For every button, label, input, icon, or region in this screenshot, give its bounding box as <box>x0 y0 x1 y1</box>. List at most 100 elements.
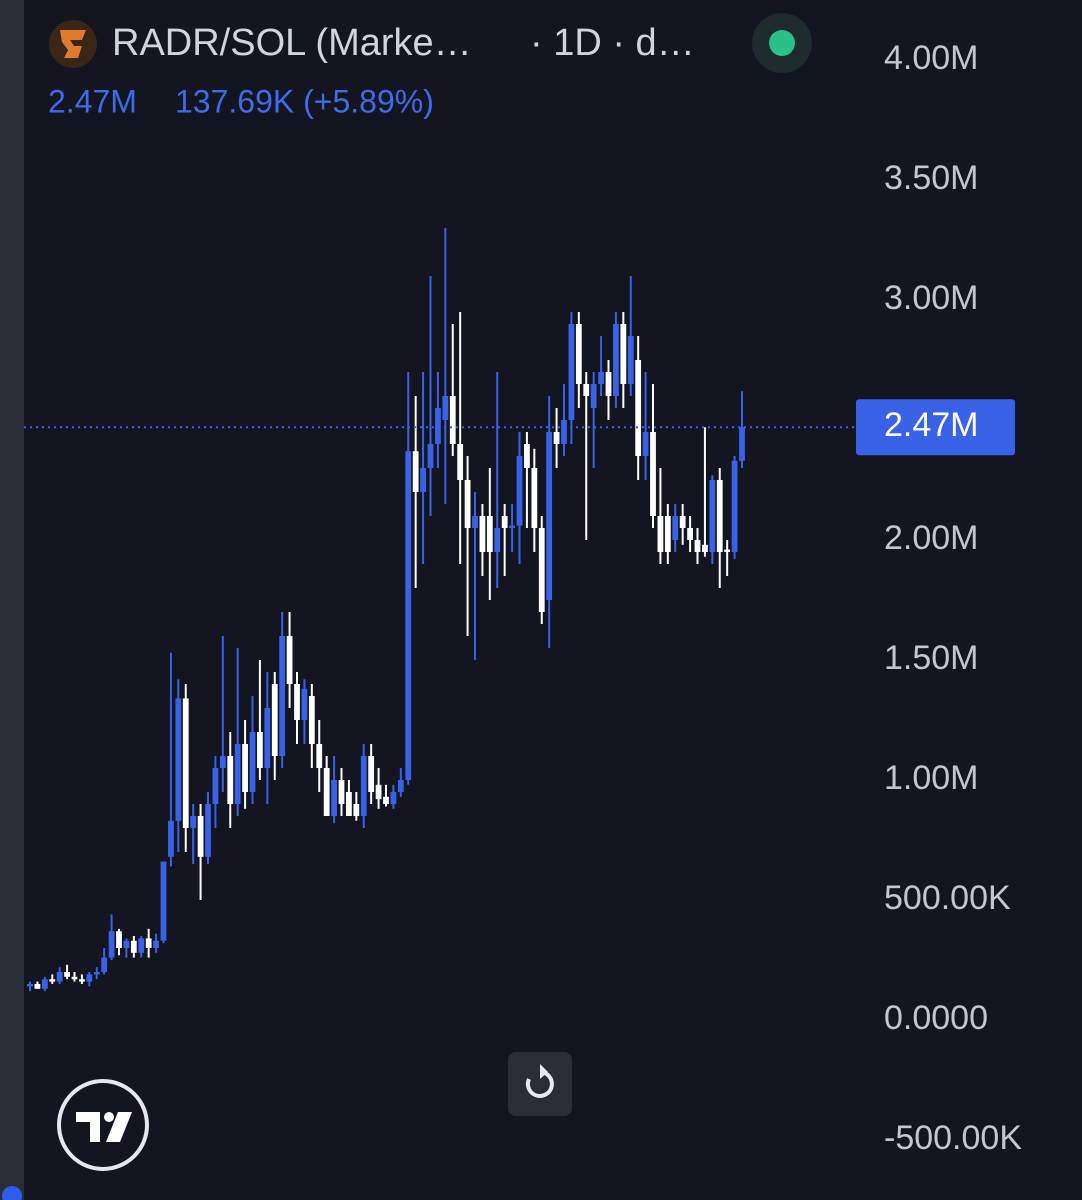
candle-body <box>739 427 745 461</box>
candle-body <box>435 408 441 444</box>
logo-glyph <box>60 30 86 58</box>
candle-body <box>49 979 56 982</box>
candle-body <box>34 984 41 989</box>
candle-body <box>323 768 330 816</box>
candle-body <box>175 698 182 821</box>
reset-arrow <box>540 1064 548 1079</box>
candle-body <box>635 360 642 456</box>
y-tick-label: 1.00M <box>884 759 979 797</box>
candle-body <box>316 744 323 768</box>
candle-body <box>41 979 48 989</box>
y-tick-label: 500.00K <box>884 879 1011 917</box>
candle-body <box>420 468 426 492</box>
candle-body <box>71 976 78 980</box>
candle-body <box>464 480 471 528</box>
candle-body <box>546 432 553 600</box>
candle-body <box>486 516 493 552</box>
candle-body <box>383 796 389 804</box>
candle-body <box>234 744 241 804</box>
candle-body <box>650 432 656 516</box>
candle-body <box>79 979 85 982</box>
y-tick-label: 3.00M <box>884 279 979 317</box>
symbol-logo <box>49 20 97 68</box>
candle-body <box>279 636 286 756</box>
candle-body <box>271 684 278 756</box>
candle-body <box>212 768 219 804</box>
candle-body <box>709 480 716 552</box>
candle-body <box>731 460 738 552</box>
plot-area: 4.00M 3.50M 3.00M 2.00M 1.50M 1.00M 500.00K 0.0… <box>24 39 1022 1157</box>
reset-arc <box>525 1070 554 1098</box>
candle-body <box>168 820 174 857</box>
candle-body <box>227 756 234 804</box>
candle-body <box>590 384 597 408</box>
candle-body <box>613 324 619 396</box>
candle-body <box>375 784 382 800</box>
logo-v <box>106 1112 132 1142</box>
candle-body <box>257 732 263 768</box>
y-tick-label: 2.00M <box>884 519 979 557</box>
tradingview-logo[interactable] <box>57 1079 149 1171</box>
candle-body <box>672 516 679 540</box>
candle-body <box>405 451 412 780</box>
candle-body <box>219 756 226 768</box>
candle-body <box>457 444 464 480</box>
candle-body <box>716 480 723 552</box>
candle-body <box>197 816 204 857</box>
candle-body <box>657 516 664 552</box>
candle-body <box>64 972 70 977</box>
candle-body <box>160 861 167 941</box>
logo-circle <box>49 20 97 68</box>
candle-body <box>472 516 478 528</box>
candle-body <box>531 468 538 528</box>
candle-body <box>86 974 93 982</box>
candle-body <box>130 940 137 953</box>
candle-body <box>145 938 152 948</box>
candle-body <box>642 432 649 456</box>
candle-body <box>56 972 63 982</box>
candle-body <box>308 696 315 744</box>
candle-body <box>286 636 293 684</box>
reset-button[interactable] <box>508 1052 572 1116</box>
candle-body <box>501 516 508 528</box>
candle-body <box>449 396 456 444</box>
candle-body <box>620 324 627 384</box>
candle-body <box>509 525 515 528</box>
candle-body <box>538 528 545 612</box>
y-tick-label: 3.50M <box>884 159 979 197</box>
candle-body <box>368 756 375 792</box>
last-price-box <box>856 399 1015 456</box>
candle-body <box>294 684 300 720</box>
candle-body <box>101 957 108 972</box>
candle-body <box>694 540 701 552</box>
symbol-title: RADR/SOL (Marke… <box>112 22 472 64</box>
candle-body <box>702 544 708 552</box>
y-tick-label: 0.0000 <box>884 999 988 1037</box>
candle-body <box>249 732 256 792</box>
candle-body <box>664 516 671 552</box>
candle-body <box>138 938 145 953</box>
candle-body <box>687 528 693 540</box>
candle-body <box>353 804 360 816</box>
legend-change: 137.69K (+5.89%) <box>175 83 434 119</box>
legend-value: 2.47M <box>48 83 137 119</box>
candle-body <box>561 420 567 444</box>
logo-t <box>76 1112 100 1142</box>
candle-body <box>568 324 575 420</box>
candle-body <box>516 456 523 526</box>
candle-body <box>331 780 337 816</box>
logo-ring <box>57 1079 149 1171</box>
candle-body <box>598 372 604 384</box>
last-price-label: 2.47M <box>884 406 979 444</box>
candle-body <box>346 792 352 816</box>
reset-bg[interactable] <box>508 1052 572 1116</box>
candle-body <box>412 451 419 492</box>
y-tick-label: 4.00M <box>884 39 979 77</box>
left-panel-edge <box>0 0 24 1200</box>
candle-body <box>116 931 122 948</box>
logo-dot <box>104 1112 114 1122</box>
status-dot <box>769 30 795 56</box>
symbol-meta: · 1D · d… <box>530 22 695 64</box>
